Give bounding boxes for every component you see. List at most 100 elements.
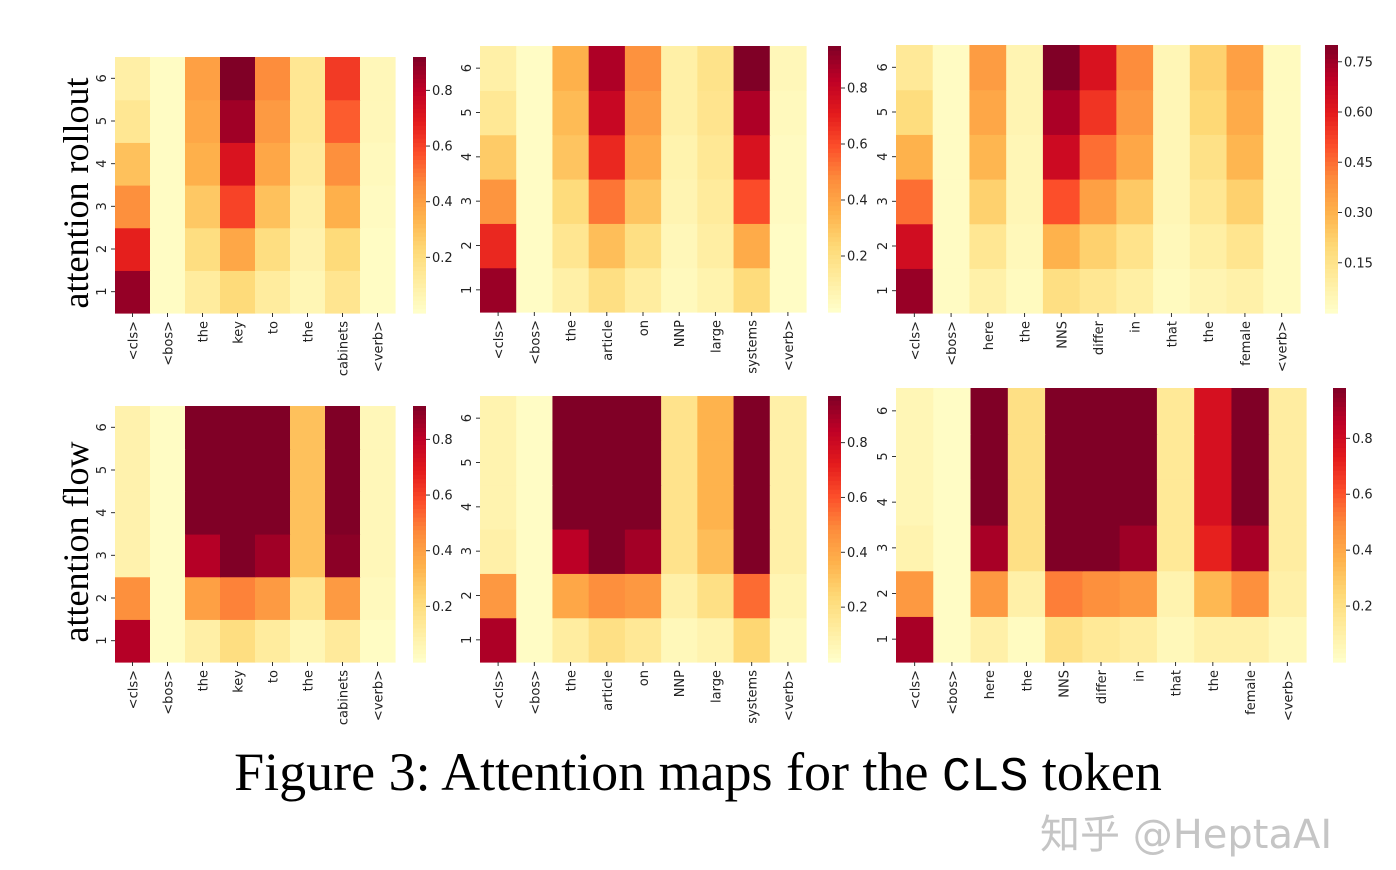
row-label: attention rollout <box>56 78 96 309</box>
heatmap-cell <box>1194 570 1233 617</box>
heatmap-cell <box>290 270 326 314</box>
heatmap-cell <box>360 227 396 271</box>
heatmap-cell <box>1082 570 1121 617</box>
colorbar-segment <box>413 65 426 71</box>
x-tick-label: differ <box>1092 320 1107 355</box>
colorbar-segment <box>1325 281 1338 287</box>
heatmap-cell <box>480 529 517 574</box>
x-tick-label: <verb> <box>372 670 387 721</box>
heatmap-cell <box>1042 45 1081 91</box>
colorbar-segment <box>1333 575 1346 581</box>
heatmap-cell <box>185 448 221 492</box>
colorbar-segment <box>1325 223 1338 229</box>
y-tick-label: 3 <box>460 547 475 555</box>
x-tick-label: <verb> <box>782 320 797 371</box>
heatmap-cell <box>115 448 151 492</box>
colorbar-segment <box>1325 116 1338 122</box>
colorbar-segment <box>828 272 841 278</box>
y-tick-label: 5 <box>95 466 110 474</box>
colorbar-segment <box>1325 183 1338 189</box>
colorbar-segment <box>828 626 841 632</box>
colorbar-segment <box>1325 237 1338 243</box>
colorbar-segment <box>828 582 841 588</box>
heatmap-cell <box>255 270 291 314</box>
colorbar-segment <box>828 263 841 269</box>
heatmap-cell <box>1231 525 1270 572</box>
y-tick-label: 6 <box>95 423 110 431</box>
heatmap-cell <box>115 406 151 450</box>
x-tick-label: the <box>1202 321 1217 342</box>
colorbar-segment <box>1333 593 1346 599</box>
x-tick-label: to <box>267 670 282 683</box>
x-tick-label: the <box>1019 321 1034 342</box>
heatmap-cell <box>624 134 662 180</box>
heatmap-cell <box>661 396 698 441</box>
heatmap-cell <box>1156 570 1195 617</box>
colorbar-segment <box>413 610 426 616</box>
colorbar-segment <box>1333 424 1346 430</box>
heatmap-panel-6: <cls> <bos> here the NNS differ in that the femal… <box>876 388 1373 721</box>
heatmap-cell <box>1231 388 1270 435</box>
heatmap-panel-5: <cls> <bos> the article on NNP large systems <ve… <box>460 396 868 724</box>
heatmap-cell <box>1116 134 1154 180</box>
x-tick-label: <cls> <box>492 320 507 359</box>
figure-caption: Figure 3: Attention maps for the CLS tok… <box>0 742 1396 805</box>
heatmap-cell <box>480 440 517 486</box>
colorbar-segment <box>828 604 841 610</box>
heatmap-cell <box>1268 479 1307 526</box>
colorbar-segment <box>828 103 841 109</box>
colorbar-segment <box>828 236 841 242</box>
colorbar-segment <box>828 422 841 428</box>
colorbar-segment <box>413 427 426 433</box>
colorbar-segment <box>828 232 841 238</box>
colorbar-segment <box>1325 165 1338 171</box>
y-tick-label: 5 <box>460 108 475 116</box>
colorbar-segment <box>413 559 426 565</box>
heatmap-cell <box>769 179 807 224</box>
heatmap-cell <box>896 388 934 435</box>
colorbar-segment <box>1325 120 1338 126</box>
heatmap-cell <box>1268 388 1307 435</box>
colorbar-segment <box>828 116 841 122</box>
colorbar-segment <box>828 183 841 189</box>
heatmap-cell <box>1268 570 1307 617</box>
heatmap-cell <box>325 576 361 620</box>
colorbar-segment <box>413 69 426 75</box>
colorbar-segment <box>413 470 426 475</box>
colorbar-segment <box>413 598 426 603</box>
heatmap-cell <box>588 267 626 313</box>
heatmap-cell <box>1006 179 1044 225</box>
heatmap-cell <box>1263 45 1301 91</box>
heatmap-cell <box>588 46 626 91</box>
heatmap-cell <box>480 90 517 136</box>
heatmap-cell <box>552 267 590 313</box>
colorbar-segment <box>413 133 426 139</box>
heatmap-cell <box>697 440 735 486</box>
heatmap-cell <box>733 90 771 136</box>
colorbar-segment <box>828 489 841 495</box>
colorbar-segment <box>828 453 841 459</box>
heatmap-cell <box>969 134 1007 180</box>
heatmap-cell <box>150 576 186 620</box>
heatmap-cell <box>1082 388 1121 435</box>
heatmap-cell <box>733 440 771 486</box>
heatmap-cell <box>1116 268 1154 314</box>
heatmap-cell <box>552 440 590 486</box>
colorbar-segment <box>413 649 426 655</box>
colorbar-segment <box>413 487 426 492</box>
heatmap-cell <box>1263 268 1301 314</box>
x-tick-label: <cls> <box>492 670 507 709</box>
colorbar-segment <box>413 623 426 629</box>
heatmap-cell <box>1045 616 1083 663</box>
colorbar-segment <box>413 121 426 126</box>
colorbar-segment <box>413 197 426 203</box>
colorbar-segment <box>413 495 426 501</box>
colorbar-segment <box>413 619 426 625</box>
heatmap-cell <box>1006 223 1044 269</box>
colorbar-segment <box>1325 80 1338 86</box>
heatmap-cell <box>552 484 590 530</box>
colorbar-segment <box>413 474 426 480</box>
heatmap-cell <box>516 573 554 619</box>
heatmap-cell <box>932 179 971 225</box>
